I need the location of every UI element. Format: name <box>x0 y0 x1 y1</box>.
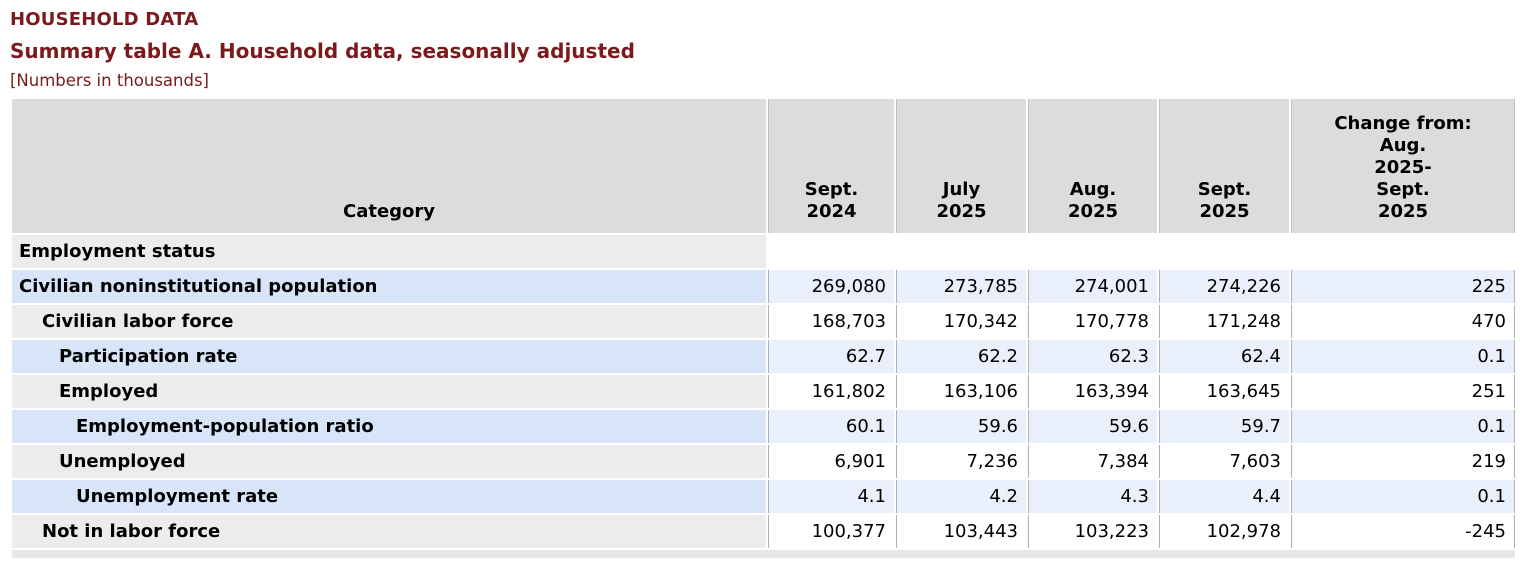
table-row-unemployed: Unemployed 6,901 7,236 7,384 7,603 219 <box>12 445 1515 478</box>
value-cell: 273,785 <box>896 270 1026 303</box>
value-cell: 62.3 <box>1028 340 1157 373</box>
table-row-unemployment-rate: Unemployment rate 4.1 4.2 4.3 4.4 0.1 <box>12 480 1515 513</box>
table-row-employment-status: Employment status <box>12 235 1515 268</box>
row-label: Civilian noninstitutional population <box>12 270 766 303</box>
value-cell: 62.7 <box>768 340 894 373</box>
value-cell: 163,106 <box>896 375 1026 408</box>
table-row-employment-population-ratio: Employment-population ratio 60.1 59.6 59… <box>12 410 1515 443</box>
value-cell: 170,778 <box>1028 305 1157 338</box>
value-cell: 103,443 <box>896 515 1026 548</box>
value-cell: 161,802 <box>768 375 894 408</box>
value-cell: 7,603 <box>1159 445 1289 478</box>
cut-off-row-strip <box>12 550 1515 558</box>
table-row-not-in-labor-force: Not in labor force 100,377 103,443 103,2… <box>12 515 1515 548</box>
column-header-july-2025: July 2025 <box>896 99 1026 233</box>
row-label: Employment status <box>12 235 766 268</box>
value-cell: 100,377 <box>768 515 894 548</box>
value-cell: 274,226 <box>1159 270 1289 303</box>
value-cell: 59.6 <box>1028 410 1157 443</box>
value-cell: 7,236 <box>896 445 1026 478</box>
row-label: Employment-population ratio <box>12 410 766 443</box>
row-label: Employed <box>12 375 766 408</box>
value-cell: 103,223 <box>1028 515 1157 548</box>
row-label: Civilian labor force <box>12 305 766 338</box>
column-header-sept-2024: Sept. 2024 <box>768 99 894 233</box>
value-cell: 62.2 <box>896 340 1026 373</box>
value-cell: 163,394 <box>1028 375 1157 408</box>
table-header-row: Category Sept. 2024 July 2025 Aug. 2025 … <box>12 99 1515 233</box>
next-row-partially-visible <box>12 550 1515 558</box>
value-cell: 4.4 <box>1159 480 1289 513</box>
value-cell: 4.3 <box>1028 480 1157 513</box>
change-value-cell: 0.1 <box>1291 340 1515 373</box>
value-cell: 269,080 <box>768 270 894 303</box>
category-column-header: Category <box>12 99 766 233</box>
row-label: Unemployment rate <box>12 480 766 513</box>
column-header-sept-2025: Sept. 2025 <box>1159 99 1289 233</box>
value-cell: 60.1 <box>768 410 894 443</box>
value-cell: 59.7 <box>1159 410 1289 443</box>
units-note: [Numbers in thousands] <box>10 71 209 90</box>
table-title: Summary table A. Household data, seasona… <box>10 39 635 63</box>
value-cell: 7,384 <box>1028 445 1157 478</box>
change-value-cell: -245 <box>1291 515 1515 548</box>
value-cell: 62.4 <box>1159 340 1289 373</box>
value-cell: 4.1 <box>768 480 894 513</box>
value-cell: 168,703 <box>768 305 894 338</box>
value-cell: 163,645 <box>1159 375 1289 408</box>
change-value-cell: 0.1 <box>1291 480 1515 513</box>
row-label: Unemployed <box>12 445 766 478</box>
row-label: Participation rate <box>12 340 766 373</box>
change-value-cell: 470 <box>1291 305 1515 338</box>
change-value-cell: 251 <box>1291 375 1515 408</box>
value-cell: 170,342 <box>896 305 1026 338</box>
table-row-participation-rate: Participation rate 62.7 62.2 62.3 62.4 0… <box>12 340 1515 373</box>
row-label: Not in labor force <box>12 515 766 548</box>
column-header-aug-2025: Aug. 2025 <box>1028 99 1157 233</box>
change-value-cell: 219 <box>1291 445 1515 478</box>
value-cell: 59.6 <box>896 410 1026 443</box>
table-row-civilian-labor-force: Civilian labor force 168,703 170,342 170… <box>12 305 1515 338</box>
change-value-cell: 0.1 <box>1291 410 1515 443</box>
section-label: HOUSEHOLD DATA <box>10 9 199 30</box>
value-cell: 102,978 <box>1159 515 1289 548</box>
column-header-change: Change from: Aug. 2025- Sept. 2025 <box>1291 99 1515 233</box>
table-row-employed: Employed 161,802 163,106 163,394 163,645… <box>12 375 1515 408</box>
summary-table-a: Category Sept. 2024 July 2025 Aug. 2025 … <box>10 97 1517 560</box>
table-row-civilian-noninstitutional-population: Civilian noninstitutional population 269… <box>12 270 1515 303</box>
value-cell: 171,248 <box>1159 305 1289 338</box>
value-cell: 4.2 <box>896 480 1026 513</box>
empty-data-area <box>768 235 1515 268</box>
value-cell: 274,001 <box>1028 270 1157 303</box>
change-value-cell: 225 <box>1291 270 1515 303</box>
value-cell: 6,901 <box>768 445 894 478</box>
